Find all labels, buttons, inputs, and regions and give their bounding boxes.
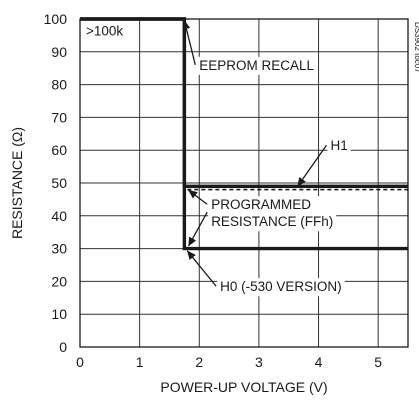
series-line-h1 xyxy=(80,17,408,188)
annotation-h0-label: H0 (-530 VERSION) xyxy=(220,279,342,294)
x-tick-label: 0 xyxy=(76,354,84,370)
annotation-h1-label: H1 xyxy=(330,138,347,153)
annotation-eeprom-recall-label: EEPROM RECALL xyxy=(199,58,314,73)
annotation-programmed-resistance-label: PROGRAMMED xyxy=(211,197,311,212)
y-tick-label: 20 xyxy=(51,273,67,289)
annotation-eeprom-recall-arrow xyxy=(182,20,196,65)
x-tick-label: 1 xyxy=(136,354,144,370)
y-tick-label: 50 xyxy=(51,175,67,191)
y-axis-title: RESISTANCE (Ω) xyxy=(9,127,25,239)
y-tick-label: 30 xyxy=(51,241,67,257)
series-line-h0 xyxy=(80,17,408,251)
x-tick-label: 5 xyxy=(374,354,382,370)
annotation-h0-arrow xyxy=(186,250,217,287)
y-tick-label: 10 xyxy=(51,306,67,322)
y-tick-label: 0 xyxy=(59,339,67,355)
figure-code: DS3902 toc07 xyxy=(413,22,419,73)
y-tick-label: 100 xyxy=(44,11,68,27)
y-tick-label: 80 xyxy=(51,77,67,93)
annotation-eeprom-recall-backing xyxy=(196,56,318,75)
x-tick-label: 3 xyxy=(255,354,263,370)
x-axis-title: POWER-UP VOLTAGE (V) xyxy=(160,379,327,395)
y-tick-label: 70 xyxy=(51,109,67,125)
annotation-h1-arrow xyxy=(297,144,328,187)
annotation-h1-backing xyxy=(327,137,351,156)
annotation-programmed-resistance-label: RESISTANCE (FFh) xyxy=(211,214,333,229)
y-tick-label: 60 xyxy=(51,142,67,158)
annotation-programmed-resistance-arrow xyxy=(188,189,208,205)
y-tick-label: 90 xyxy=(51,44,67,60)
annotation-programmed-resistance-backing xyxy=(208,196,337,232)
y-tick-label: 40 xyxy=(51,208,67,224)
annotation-over-100k: >100k xyxy=(86,23,123,38)
annotation-programmed-resistance-arrow-2 xyxy=(187,211,208,247)
x-tick-label: 2 xyxy=(195,354,203,370)
plot-frame xyxy=(79,18,409,348)
x-tick-label: 4 xyxy=(315,354,323,370)
annotation-h0-backing xyxy=(217,278,345,297)
